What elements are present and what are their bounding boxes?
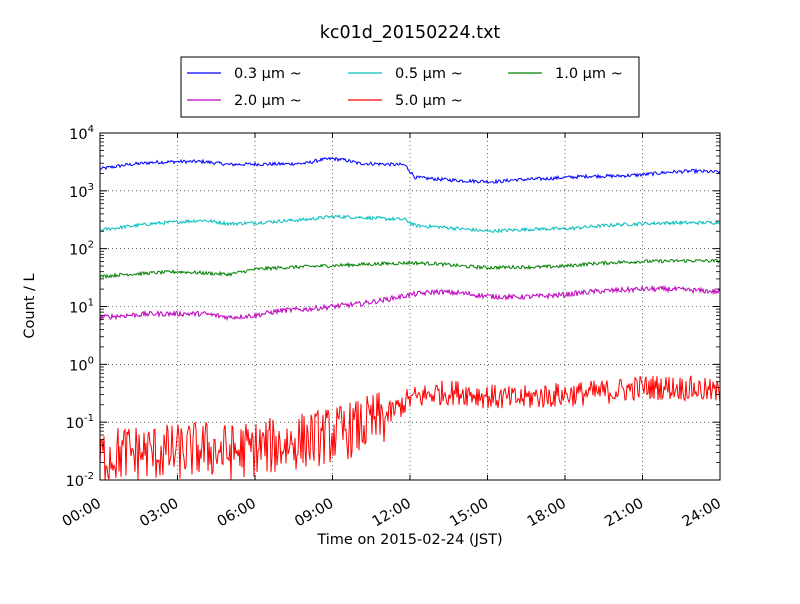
legend-frame (180, 56, 640, 118)
y-tick-label: 101 (69, 298, 94, 317)
series-layer (99, 156, 721, 481)
legend-entry: 1.0 μm ~ (508, 66, 623, 82)
legend-entry: 5.0 μm ~ (348, 93, 463, 109)
grid (99, 133, 721, 480)
legend-entry: 2.0 μm ~ (187, 93, 302, 109)
y-axis-label: Count / L (22, 273, 38, 338)
series-line (99, 156, 721, 185)
y-tick-labels: 10-2 10-1 100 101 102 103 104 (66, 124, 94, 490)
ticks (99, 132, 721, 481)
y-tick-label: 100 (69, 355, 94, 374)
legend-entry: 0.3 μm ~ (187, 66, 302, 82)
y-tick-label: 10-2 (66, 471, 94, 490)
series-line (99, 375, 721, 481)
legend-entry: 0.5 μm ~ (348, 66, 463, 82)
legend-label: 0.5 μm ~ (395, 66, 463, 82)
legend-label: 1.0 μm ~ (555, 66, 623, 82)
y-tick-label: 103 (69, 182, 94, 201)
series-line (99, 284, 721, 322)
series-line (99, 258, 721, 279)
y-tick-label: 102 (69, 240, 94, 259)
chart-title: kc01d_20150224.txt (320, 23, 501, 43)
legend-label: 0.3 μm ~ (234, 66, 302, 82)
y-tick-label: 10-1 (66, 413, 94, 432)
x-axis-label: Time on 2015-02-24 (JST) (316, 532, 502, 548)
legend: 0.3 μm ~ 0.5 μm ~ 1.0 μm ~ 2.0 μm ~ 5.0 μm ~ (180, 56, 640, 118)
series-line (99, 214, 721, 234)
legend-label: 2.0 μm ~ (234, 93, 302, 109)
y-tick-label: 104 (69, 124, 94, 143)
legend-label: 5.0 μm ~ (395, 93, 463, 109)
